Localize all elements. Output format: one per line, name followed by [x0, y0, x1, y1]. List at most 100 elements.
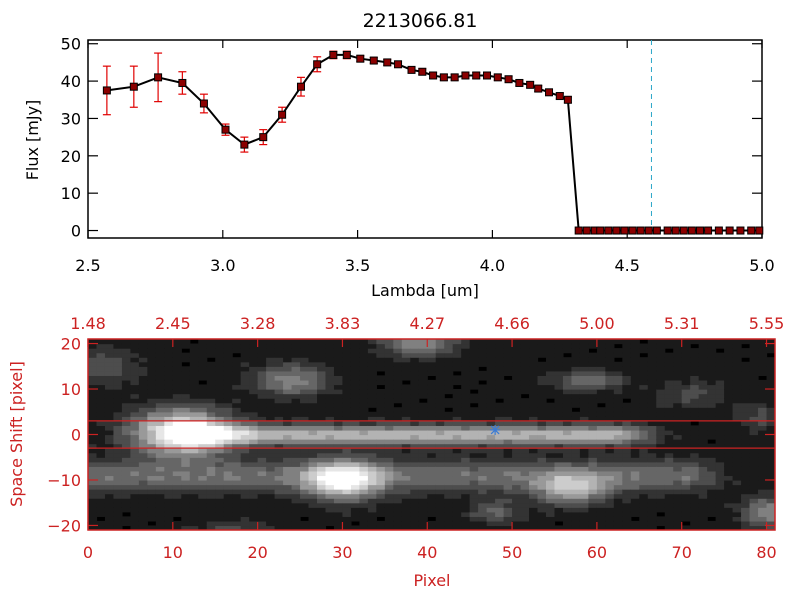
image-pixel [401, 366, 411, 372]
image-pixel [656, 379, 666, 386]
image-pixel [172, 502, 182, 508]
image-pixel [367, 489, 377, 495]
image-pixel [418, 498, 428, 504]
image-pixel [707, 411, 717, 417]
image-pixel [147, 493, 157, 499]
image-pixel [266, 457, 276, 463]
image-pixel [452, 361, 462, 367]
image-pixel [461, 379, 471, 386]
image-pixel [155, 352, 165, 358]
image-pixel [138, 398, 148, 404]
image-pixel [317, 470, 327, 477]
image-pixel [715, 425, 725, 431]
image-pixel [469, 475, 479, 481]
image-pixel [520, 361, 530, 367]
image-pixel [427, 493, 437, 499]
image-pixel [401, 352, 411, 358]
image-pixel [520, 448, 530, 454]
image-pixel [359, 443, 369, 449]
image-pixel [367, 452, 377, 458]
image-pixel [376, 461, 386, 467]
spectrum-point [407, 65, 416, 74]
image-pixel [630, 389, 640, 395]
image-pixel [96, 489, 106, 495]
image-pixel [554, 379, 564, 386]
image-pixel [766, 470, 775, 477]
image-pixel [605, 489, 615, 495]
image-pixel [673, 416, 683, 422]
image-pixel [206, 498, 216, 504]
image-pixel [546, 520, 556, 527]
image-pixel [257, 434, 267, 440]
image-pixel [393, 475, 403, 481]
image-pixel [308, 466, 318, 472]
image-pixel [198, 407, 208, 413]
image-pixel [130, 470, 140, 477]
image-pixel [308, 366, 318, 372]
image-pixel [444, 461, 454, 467]
image-pixel [155, 470, 165, 477]
image-pixel [647, 502, 657, 508]
image-pixel [664, 339, 674, 345]
image-pixel [384, 420, 394, 427]
image-pixel [486, 448, 496, 454]
image-pixel [359, 366, 369, 372]
image-pixel [546, 339, 556, 345]
image-pixel [562, 493, 573, 499]
image-pixel [639, 366, 649, 372]
image-pixel [393, 498, 403, 504]
image-pixel [758, 489, 768, 495]
image-pixel [749, 379, 759, 386]
image-pixel [673, 375, 683, 381]
spectrum-point [383, 58, 392, 67]
image-pixel [359, 484, 369, 490]
image-pixel [724, 361, 734, 367]
image-pixel [274, 370, 284, 376]
image-pixel [537, 384, 547, 390]
image-pixel [418, 425, 428, 431]
image-pixel [630, 457, 640, 463]
image-pixel [350, 370, 361, 376]
image-pixel [223, 466, 233, 472]
image-pixel [469, 484, 479, 490]
image-pixel [401, 370, 411, 376]
image-pixel [647, 466, 657, 472]
image-pixel [444, 348, 454, 354]
image-pixel [681, 416, 691, 422]
image-pixel [495, 429, 505, 436]
image-pixel [554, 484, 564, 490]
image-pixel [401, 375, 411, 381]
image-pixel [707, 461, 717, 467]
image-pixel [308, 452, 318, 458]
image-pixel [622, 511, 632, 517]
image-pixel [138, 352, 148, 358]
image-pixel [452, 416, 462, 422]
image-pixel [588, 402, 598, 408]
image-pixel [664, 520, 674, 527]
image-pixel [104, 402, 115, 408]
image-pixel [461, 461, 471, 467]
image-pixel [181, 452, 191, 458]
image-pixel [96, 425, 106, 431]
image-pixel [596, 484, 606, 490]
image-pixel [588, 375, 598, 381]
image-pixel [546, 389, 556, 395]
image-pixel [308, 411, 318, 417]
image-pixel [520, 466, 530, 472]
image-pixel [647, 507, 657, 513]
image-pixel [350, 452, 361, 458]
image-pixel [359, 525, 369, 530]
image-pixel [223, 520, 233, 527]
image-pixel [317, 498, 327, 504]
image-pixel [469, 348, 479, 354]
image-pixel [206, 443, 216, 449]
image-pixel [596, 361, 606, 367]
image-pixel [147, 379, 157, 386]
image-pixel [96, 502, 106, 508]
image-pixel [690, 393, 700, 399]
image-pixel [673, 498, 683, 504]
image-pixel [147, 343, 157, 349]
image-pixel [571, 402, 581, 408]
image-pixel [342, 370, 352, 376]
